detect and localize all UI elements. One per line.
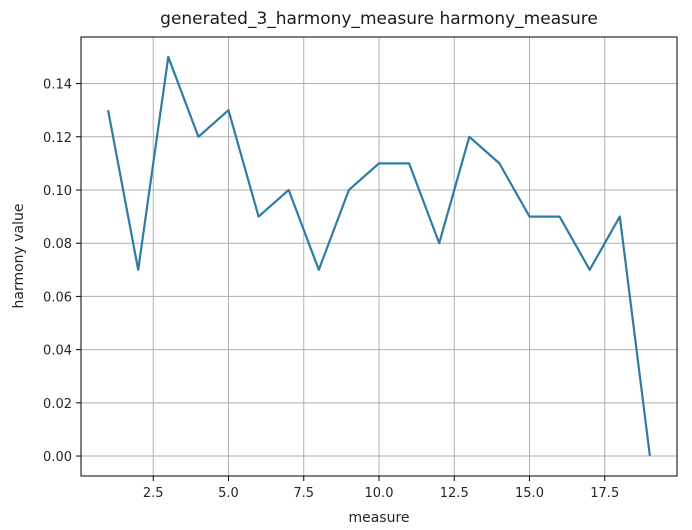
x-axis-label: measure [348, 510, 409, 526]
x-axis-ticks: 2.5 5.0 7.5 10.0 12.5 15.0 17.5 [143, 476, 619, 501]
y-axis-label: harmony value [11, 203, 27, 308]
x-tick-label: 2.5 [143, 486, 164, 501]
y-tick-label: 0.04 [43, 344, 72, 359]
y-tick-label: 0.06 [43, 290, 72, 305]
x-tick-label: 10.0 [365, 486, 394, 501]
x-tick-label: 12.5 [440, 486, 469, 501]
x-tick-label: 15.0 [515, 486, 544, 501]
x-tick-label: 5.0 [218, 486, 239, 501]
y-tick-label: 0.00 [43, 450, 72, 465]
x-tick-label: 17.5 [590, 486, 619, 501]
y-tick-label: 0.12 [43, 131, 72, 146]
series-line [107, 55, 652, 457]
y-tick-label: 0.10 [43, 184, 72, 199]
y-axis-ticks: 0.00 0.02 0.04 0.06 0.08 0.10 0.12 0.14 [43, 78, 81, 465]
series-layer [107, 55, 652, 457]
grid-lines [81, 37, 677, 476]
y-tick-label: 0.08 [43, 237, 72, 252]
y-tick-label: 0.02 [43, 397, 72, 412]
chart-title: generated_3_harmony_measure harmony_meas… [160, 9, 598, 29]
x-tick-label: 7.5 [293, 486, 314, 501]
y-tick-label: 0.14 [43, 78, 72, 93]
